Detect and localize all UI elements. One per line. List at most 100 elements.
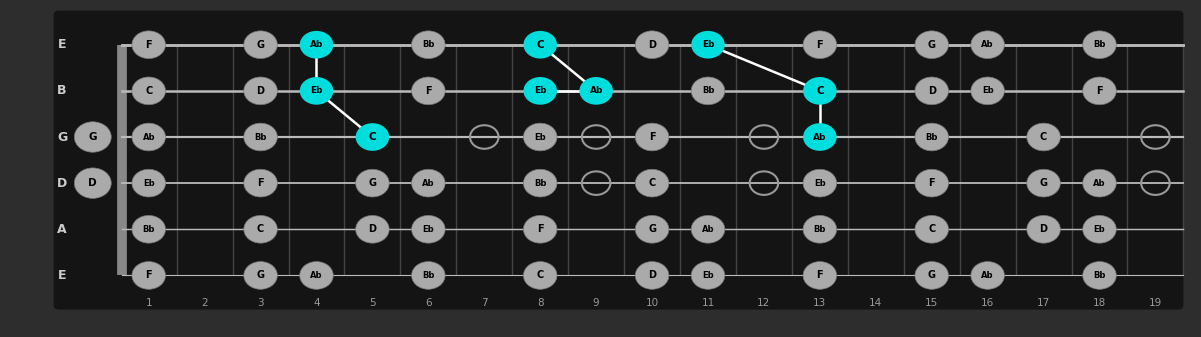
Text: F: F [1097, 86, 1103, 96]
Circle shape [803, 262, 837, 289]
Circle shape [1083, 31, 1116, 59]
Circle shape [355, 169, 389, 197]
Text: Bb: Bb [1093, 271, 1106, 280]
Text: Ab: Ab [310, 271, 323, 280]
Circle shape [412, 215, 446, 243]
Circle shape [970, 262, 1004, 289]
Text: G: G [1040, 178, 1047, 188]
Circle shape [803, 123, 837, 151]
Text: C: C [1040, 132, 1047, 142]
Circle shape [1083, 77, 1116, 105]
Text: 16: 16 [981, 298, 994, 308]
Circle shape [244, 123, 277, 151]
Text: Ab: Ab [1093, 179, 1106, 188]
Text: 14: 14 [870, 298, 883, 308]
Circle shape [412, 262, 446, 289]
Circle shape [803, 77, 837, 105]
Text: G: G [649, 224, 656, 234]
Circle shape [803, 31, 837, 59]
Circle shape [915, 169, 949, 197]
Text: 1: 1 [145, 298, 153, 308]
Circle shape [244, 215, 277, 243]
Text: Eb: Eb [423, 225, 435, 234]
Text: 9: 9 [593, 298, 599, 308]
Circle shape [300, 77, 333, 105]
Circle shape [132, 262, 166, 289]
Circle shape [692, 215, 724, 243]
Text: E: E [58, 269, 66, 282]
Text: B: B [58, 84, 67, 97]
Text: Bb: Bb [255, 132, 267, 142]
Text: 17: 17 [1036, 298, 1050, 308]
Text: Eb: Eb [814, 179, 825, 188]
Circle shape [915, 215, 949, 243]
Text: F: F [928, 178, 936, 188]
Circle shape [915, 31, 949, 59]
Circle shape [1083, 262, 1116, 289]
Circle shape [915, 262, 949, 289]
Text: C: C [815, 86, 824, 96]
Circle shape [1083, 169, 1116, 197]
Text: 6: 6 [425, 298, 431, 308]
Circle shape [635, 31, 669, 59]
Text: Eb: Eb [310, 86, 323, 95]
FancyBboxPatch shape [50, 8, 1187, 312]
Text: Ab: Ab [590, 86, 603, 95]
Text: C: C [928, 224, 936, 234]
Text: Eb: Eb [701, 40, 715, 49]
Circle shape [132, 169, 166, 197]
Text: F: F [145, 40, 153, 50]
Circle shape [524, 123, 557, 151]
Text: Bb: Bb [423, 271, 435, 280]
Circle shape [132, 31, 166, 59]
Text: 7: 7 [480, 298, 488, 308]
Text: C: C [257, 224, 264, 234]
Circle shape [132, 123, 166, 151]
Circle shape [524, 77, 557, 105]
Text: C: C [649, 178, 656, 188]
Text: F: F [145, 270, 153, 280]
Circle shape [412, 169, 446, 197]
Text: 3: 3 [257, 298, 264, 308]
Text: 12: 12 [758, 298, 771, 308]
Circle shape [635, 169, 669, 197]
Text: Eb: Eb [534, 86, 546, 95]
Text: G: G [257, 270, 264, 280]
Text: D: D [1040, 224, 1047, 234]
Circle shape [355, 215, 389, 243]
Circle shape [803, 169, 837, 197]
Circle shape [244, 31, 277, 59]
Text: Eb: Eb [143, 179, 155, 188]
Text: Bb: Bb [423, 40, 435, 49]
Circle shape [524, 215, 557, 243]
Circle shape [635, 123, 669, 151]
Text: G: G [89, 132, 97, 142]
Circle shape [1027, 215, 1060, 243]
Text: 18: 18 [1093, 298, 1106, 308]
Text: Eb: Eb [534, 132, 546, 142]
Circle shape [412, 31, 446, 59]
Text: Bb: Bb [926, 132, 938, 142]
Circle shape [1027, 169, 1060, 197]
Circle shape [244, 169, 277, 197]
Text: D: D [89, 178, 97, 188]
Text: D: D [927, 86, 936, 96]
Text: C: C [145, 86, 153, 96]
Text: F: F [257, 178, 264, 188]
Circle shape [1027, 123, 1060, 151]
Text: D: D [369, 224, 376, 234]
Text: G: G [369, 178, 376, 188]
Text: F: F [649, 132, 656, 142]
Circle shape [803, 215, 837, 243]
Text: Eb: Eb [1094, 225, 1105, 234]
Circle shape [579, 77, 613, 105]
Text: Eb: Eb [982, 86, 993, 95]
Text: F: F [817, 40, 823, 50]
Circle shape [244, 77, 277, 105]
Circle shape [692, 77, 724, 105]
Text: 4: 4 [313, 298, 319, 308]
Text: 8: 8 [537, 298, 544, 308]
Text: Bb: Bb [534, 179, 546, 188]
Circle shape [915, 123, 949, 151]
Text: Ab: Ab [422, 179, 435, 188]
